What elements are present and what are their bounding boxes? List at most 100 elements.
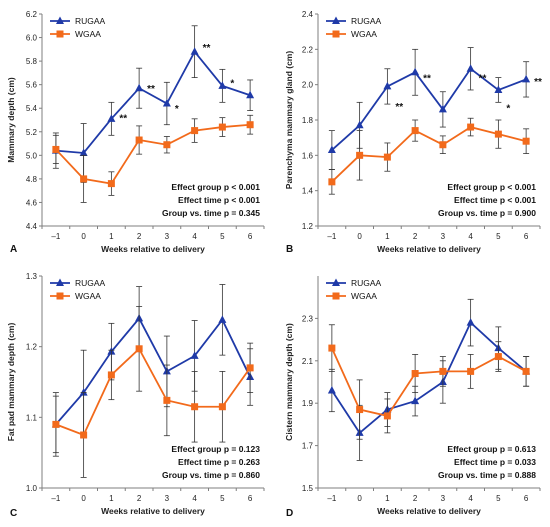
x-tick-label: 4 <box>468 232 473 241</box>
legend-marker <box>56 16 64 24</box>
data-point <box>522 137 530 145</box>
data-point <box>411 67 420 76</box>
data-point <box>439 367 447 375</box>
data-point <box>327 145 336 154</box>
series-rugaa <box>51 284 255 454</box>
chart-panel-c: 1.0 1.1 1.2 1.3 –1 0 1 2 3 4 5 6 Weeks relative to d… <box>6 272 265 519</box>
data-point <box>107 114 116 122</box>
x-tick-label: 5 <box>220 494 225 503</box>
significance-marker: ** <box>147 84 155 95</box>
y-tick-label: 1.2 <box>302 222 314 231</box>
data-point <box>439 141 447 149</box>
stat-line: Effect time p < 0.001 <box>178 195 260 205</box>
stat-line: Effect time p = 0.033 <box>454 457 536 467</box>
series-line <box>331 347 527 417</box>
y-tick-label: 5.2 <box>26 128 38 137</box>
series-line <box>331 126 527 183</box>
y-tick-label: 1.0 <box>26 484 38 493</box>
x-tick-label: 0 <box>357 232 362 241</box>
y-tick-label: 2.1 <box>302 357 314 366</box>
y-tick-label: 1.9 <box>302 399 314 408</box>
y-tick-label: 2.2 <box>302 45 314 54</box>
significance-marker: * <box>230 78 234 89</box>
y-axis-label: Mammary depth (cm) <box>6 77 16 163</box>
data-point <box>328 344 336 352</box>
series-wgaa <box>52 305 254 478</box>
data-point <box>522 74 531 83</box>
stat-line: Effect group p = 0.123 <box>171 444 260 454</box>
significance-marker: ** <box>479 74 487 85</box>
data-point <box>135 345 143 353</box>
x-tick-label: 0 <box>81 494 86 503</box>
stat-line: Effect group p < 0.001 <box>171 182 260 192</box>
data-point <box>218 81 227 89</box>
data-point <box>466 318 475 326</box>
x-tick-label: 4 <box>468 494 473 503</box>
panel-letter: B <box>286 244 293 255</box>
y-tick-label: 1.6 <box>302 151 314 160</box>
data-point <box>411 396 420 405</box>
y-axis-label: Parenchyma mammary gland (cm) <box>284 51 294 190</box>
data-point <box>191 127 199 135</box>
x-tick-label: 5 <box>496 494 501 503</box>
data-point <box>356 406 364 414</box>
data-point <box>494 353 502 361</box>
x-tick-label: 6 <box>248 494 253 503</box>
x-tick-label: 1 <box>109 494 114 503</box>
y-tick-label: 4.6 <box>26 198 38 207</box>
x-tick-label: 2 <box>137 232 142 241</box>
y-axis-label: Fat pad mammary depth (cm) <box>6 323 16 442</box>
x-tick-label: –1 <box>327 494 336 503</box>
y-tick-label: 4.4 <box>26 222 38 231</box>
legend-marker <box>332 292 340 300</box>
significance-marker: ** <box>534 77 542 88</box>
data-point <box>411 370 419 378</box>
x-tick-label: 1 <box>109 232 114 241</box>
x-axis-label: Weeks relative to delivery <box>101 244 205 254</box>
x-tick-label: 6 <box>248 232 253 241</box>
data-point <box>494 130 502 138</box>
panel-letter: D <box>286 508 293 519</box>
legend-label: RUGAA <box>75 16 106 26</box>
data-point <box>411 127 419 135</box>
data-point <box>383 81 392 90</box>
significance-marker: * <box>175 104 179 115</box>
significance-marker: ** <box>203 43 211 54</box>
legend-marker <box>332 30 340 38</box>
y-tick-label: 5.0 <box>26 151 38 160</box>
x-tick-label: 3 <box>441 494 446 503</box>
legend-label: WGAA <box>75 291 101 301</box>
y-tick-label: 1.1 <box>26 413 38 422</box>
series-wgaa <box>328 324 530 440</box>
chart-panel-b: 1.2 1.4 1.6 1.8 2.0 2.2 2.4 –1 0 1 2 3 4 5 6 Weeks rela… <box>284 10 542 255</box>
stat-line: Group vs. time p = 0.888 <box>438 470 536 480</box>
x-tick-label: 2 <box>413 494 418 503</box>
x-tick-label: –1 <box>51 232 60 241</box>
y-tick-label: 1.2 <box>26 343 38 352</box>
data-point <box>246 90 255 99</box>
data-point <box>79 388 88 396</box>
y-tick-label: 6.2 <box>26 10 38 19</box>
stat-line: Effect group p < 0.001 <box>447 182 536 192</box>
chart-panel-a: 4.4 4.6 4.8 5.0 5.2 5.4 5.6 5.8 6.0 6.2 –1 0 1 2 3 4 5 6 W… <box>6 10 265 255</box>
series-rugaa <box>327 47 531 170</box>
y-tick-label: 4.8 <box>26 175 38 184</box>
data-point <box>80 175 88 183</box>
x-tick-label: –1 <box>51 494 60 503</box>
x-tick-label: 6 <box>524 494 529 503</box>
series-wgaa <box>328 117 530 195</box>
legend-label: WGAA <box>351 29 377 39</box>
data-point <box>135 83 144 92</box>
data-point <box>190 351 199 359</box>
x-tick-label: 5 <box>220 232 225 241</box>
data-point <box>162 99 171 107</box>
series-line <box>55 316 251 425</box>
significance-marker: * <box>506 104 510 115</box>
x-tick-label: 6 <box>524 232 529 241</box>
legend-label: RUGAA <box>351 278 382 288</box>
y-tick-label: 5.4 <box>26 104 38 113</box>
stat-line: Group vs. time p = 0.345 <box>162 208 260 218</box>
x-tick-label: 4 <box>192 232 197 241</box>
stat-line: Group vs. time p = 0.860 <box>162 470 260 480</box>
x-tick-label: 1 <box>385 494 390 503</box>
